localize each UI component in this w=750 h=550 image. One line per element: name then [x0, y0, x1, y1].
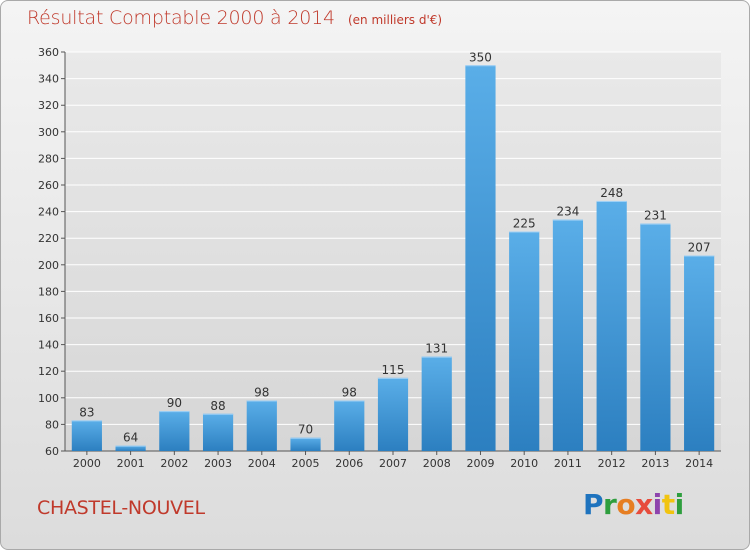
y-tick-label: 100: [38, 392, 59, 405]
x-tick-label: 2011: [554, 457, 582, 470]
y-tick-label: 160: [38, 312, 59, 325]
y-tick-label: 340: [38, 73, 59, 86]
data-label: 115: [382, 363, 405, 377]
y-tick-label: 80: [45, 418, 59, 431]
y-tick-label: 240: [38, 206, 59, 219]
x-tick-label: 2013: [641, 457, 669, 470]
y-tick-label: 180: [38, 285, 59, 298]
x-tick-label: 2000: [73, 457, 101, 470]
y-tick-label: 280: [38, 152, 59, 165]
x-tick-label: 2014: [685, 457, 713, 470]
y-tick-label: 200: [38, 259, 59, 272]
x-tick-label: 2003: [204, 457, 232, 470]
data-label: 98: [254, 385, 269, 399]
bar-2007: [377, 377, 409, 451]
data-label: 207: [688, 240, 711, 254]
x-tick-label: 2010: [510, 457, 538, 470]
chart-title-text: Résultat Comptable 2000 à 2014: [27, 7, 335, 29]
x-tick-label: 2008: [423, 457, 451, 470]
data-label: 70: [298, 423, 313, 437]
y-tick-label: 320: [38, 99, 59, 112]
data-label: 98: [342, 385, 357, 399]
bar-2012: [596, 200, 627, 451]
proxiti-logo: Proxiti: [583, 488, 684, 521]
bar-2010: [509, 231, 540, 451]
x-tick-label: 2012: [598, 457, 626, 470]
y-tick-label: 120: [38, 365, 59, 378]
data-label: 231: [644, 209, 667, 223]
data-label: 225: [513, 217, 536, 231]
bar-2014: [684, 255, 715, 451]
data-label: 83: [79, 405, 94, 419]
data-label: 90: [167, 396, 182, 410]
x-tick-label: 2001: [117, 457, 145, 470]
y-tick-label: 220: [38, 232, 59, 245]
bar-2006: [334, 400, 365, 451]
y-tick-label: 260: [38, 179, 59, 192]
x-tick-label: 2007: [379, 457, 407, 470]
bar-2011: [552, 219, 584, 451]
data-label: 88: [210, 399, 225, 413]
data-label: 350: [469, 50, 492, 64]
bar-2002: [159, 411, 190, 451]
chart-unit-label: (en milliers d'€): [347, 13, 443, 27]
bar-2000: [71, 420, 102, 451]
chart-title: Résultat Comptable 2000 à 2014 (en milli…: [27, 7, 442, 29]
bar-2004: [246, 400, 277, 451]
data-label: 234: [556, 205, 579, 219]
y-tick-label: 140: [38, 339, 59, 352]
bar-2009: [465, 65, 496, 452]
data-label: 248: [600, 186, 623, 200]
x-tick-label: 2005: [292, 457, 320, 470]
bar-2013: [640, 223, 671, 451]
bar-2001: [115, 445, 146, 451]
data-label: 64: [123, 431, 138, 445]
bar-2003: [202, 413, 234, 451]
bar-2005: [290, 437, 321, 451]
x-tick-label: 2004: [248, 457, 276, 470]
x-tick-label: 2006: [335, 457, 363, 470]
y-tick-label: 300: [38, 126, 59, 139]
bar-2008: [421, 356, 452, 451]
x-tick-label: 2002: [160, 457, 188, 470]
y-tick-label: 360: [38, 46, 59, 59]
x-tick-label: 2009: [466, 457, 494, 470]
commune-name: CHASTEL-NOUVEL: [37, 497, 205, 519]
data-label: 131: [425, 342, 448, 356]
y-tick-label: 60: [45, 445, 59, 458]
